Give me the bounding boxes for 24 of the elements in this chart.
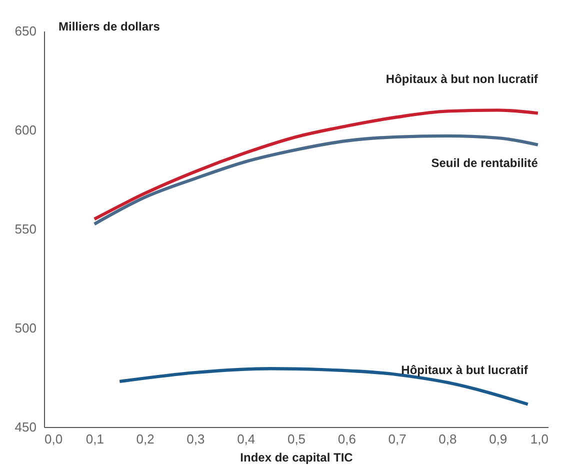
x-tick-label: 0,9 bbox=[489, 432, 508, 446]
x-tick-label: 0,6 bbox=[338, 432, 356, 446]
x-tick-label: 0,8 bbox=[438, 432, 457, 446]
x-tick-label: 0,3 bbox=[186, 432, 205, 446]
line-series bbox=[118, 366, 530, 406]
x-axis-title: Index de capital TIC bbox=[240, 450, 354, 464]
series-label: Seuil de rentabilité bbox=[431, 156, 538, 170]
y-tick-label: 550 bbox=[14, 222, 36, 236]
x-tick-label: 0,7 bbox=[388, 432, 406, 446]
text: Hôpitaux à but non lucratif bbox=[386, 72, 539, 86]
y-tick-label: 500 bbox=[14, 320, 36, 336]
x-tick-label: 0,2 bbox=[136, 432, 154, 446]
y-tick-label: 600 bbox=[14, 122, 36, 138]
y-axis-title: Milliers de dollars bbox=[58, 20, 160, 34]
line-series bbox=[92, 134, 540, 226]
x-tick-label: 1,0 bbox=[530, 432, 548, 446]
x-tick-label: 0,0 bbox=[44, 432, 63, 446]
x-tick-label: 0,5 bbox=[287, 432, 306, 446]
x-tick-label: 0,4 bbox=[237, 432, 256, 446]
series-label: Hôpitaux à but lucratif bbox=[401, 363, 529, 378]
y-tick-label: 650 bbox=[14, 24, 36, 38]
line-series bbox=[92, 108, 540, 221]
y-tick-label: 450 bbox=[14, 420, 36, 434]
x-tick-label: 0,1 bbox=[86, 432, 104, 446]
